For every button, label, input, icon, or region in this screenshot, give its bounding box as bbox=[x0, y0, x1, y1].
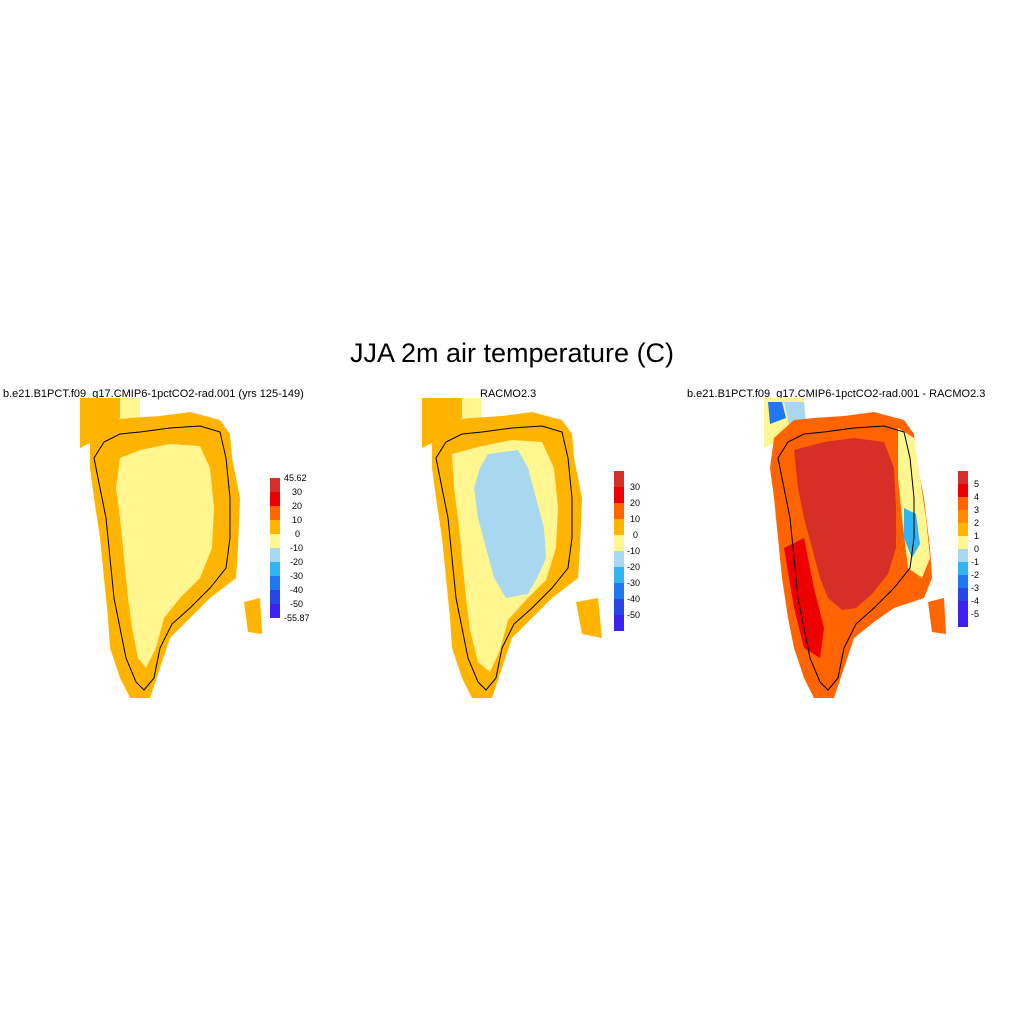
panel-2-cbar-box-9 bbox=[614, 599, 624, 615]
panel-1-cbar-label: 45.62 bbox=[284, 473, 307, 483]
panel-2-nw-coast-cells bbox=[422, 398, 462, 448]
panel-2-iceland-cells bbox=[576, 598, 602, 638]
panel-1-cbar-box-1 bbox=[270, 478, 280, 492]
panel-1-cbar-label: 20 bbox=[292, 501, 303, 511]
panel-2-cbar-label: 20 bbox=[630, 498, 641, 508]
panel-2-cbar-label: 0 bbox=[633, 530, 639, 540]
panel-3-cbar-box-2 bbox=[958, 484, 968, 497]
panel-1-cbar-box-6 bbox=[270, 548, 280, 562]
panel-1-cbar-box-10 bbox=[270, 604, 280, 618]
panel-1-cbar-label: -55.87 bbox=[284, 613, 310, 623]
panel-3-cbar-label: 4 bbox=[974, 492, 980, 502]
panel-2-cbar-label: -50 bbox=[627, 610, 641, 620]
panel-2-cbar-box-1 bbox=[614, 471, 624, 487]
panel-2-cbar-box-2 bbox=[614, 487, 624, 503]
panel-3-cbar-box-1 bbox=[958, 471, 968, 484]
panel-3-coastline bbox=[777, 425, 915, 691]
panel-2-cbar-box-10 bbox=[614, 615, 624, 631]
panel-1-cbar-box-4 bbox=[270, 520, 280, 534]
panel-3-cbar-label: -3 bbox=[971, 583, 980, 593]
panel-1-cbar-label: -30 bbox=[290, 571, 304, 581]
panel-2-cbar-box-4 bbox=[614, 519, 624, 535]
panel-1-title: b.e21.B1PCT.f09_g17.CMIP6-1pctCO2-rad.00… bbox=[3, 388, 304, 400]
panel-3-cbar-box-7 bbox=[958, 549, 968, 562]
panel-2-cbar-box-7 bbox=[614, 567, 624, 583]
panel-3-cbar-box-3 bbox=[958, 497, 968, 510]
panel-3-cbar-label: 5 bbox=[974, 479, 980, 489]
panel-1-cbar-label: -50 bbox=[290, 599, 304, 609]
panel-2-cbar-label: -10 bbox=[627, 546, 641, 556]
panel-3-cbar-label: -2 bbox=[971, 570, 980, 580]
panel-1-cbar-box-5 bbox=[270, 534, 280, 548]
panel-1-interior bbox=[116, 444, 214, 668]
panel-1-cbar-box-3 bbox=[270, 506, 280, 520]
panel-1-cbar-box-8 bbox=[270, 576, 280, 590]
panel-3-cbar-box-4 bbox=[958, 510, 968, 523]
panel-1-nw-coast-cells bbox=[80, 398, 120, 448]
panel-2-cold-interior bbox=[474, 450, 546, 598]
panel-1-cbar-label: -40 bbox=[290, 585, 304, 595]
panel-1-map bbox=[80, 398, 262, 698]
panel-2-cbar-label: 30 bbox=[630, 482, 641, 492]
panel-3-cbar-box-6 bbox=[958, 536, 968, 549]
panel-1-cbar-label: -20 bbox=[290, 557, 304, 567]
panel-2-cbar-box-6 bbox=[614, 551, 624, 567]
panel-3-cbar-label: 2 bbox=[974, 518, 980, 528]
panel-3-cbar-label: 1 bbox=[974, 531, 980, 541]
panel-2-title: RACMO2.3 bbox=[480, 388, 537, 400]
panel-2-cbar-box-5 bbox=[614, 535, 624, 551]
panel-3-cbar-label: -5 bbox=[971, 609, 980, 619]
panel-3-nw-cold-cells bbox=[768, 402, 786, 424]
panel-3-sw-hot bbox=[784, 538, 824, 658]
panel-1-cbar-box-7 bbox=[270, 562, 280, 576]
panel-1-cbar-label: 0 bbox=[295, 529, 301, 539]
panel-2-cbar-label: -40 bbox=[627, 594, 641, 604]
panel-3-cbar-label: -4 bbox=[971, 596, 980, 606]
panel-1-cbar-label: 30 bbox=[292, 487, 303, 497]
panel-1-coastline bbox=[93, 425, 231, 691]
panel-3-cbar-label: -1 bbox=[971, 557, 980, 567]
panel-3-interior bbox=[794, 438, 896, 610]
panel-2-map bbox=[422, 398, 602, 698]
panel-2-cbar-label: -30 bbox=[627, 578, 641, 588]
panel-3-cbar-label: 3 bbox=[974, 505, 980, 515]
panel-3-cbar-label: 0 bbox=[974, 544, 980, 554]
panel-3-cbar-box-5 bbox=[958, 523, 968, 536]
panel-1-cbar-box-2 bbox=[270, 492, 280, 506]
panel-3-cbar-box-10 bbox=[958, 588, 968, 601]
panel-3-map bbox=[764, 398, 946, 698]
panel-1-iceland-cells bbox=[244, 598, 262, 634]
panel-2-cbar-label: -20 bbox=[627, 562, 641, 572]
panel-3-cbar-box-9 bbox=[958, 575, 968, 588]
panel-1-cbar-label: 10 bbox=[292, 515, 303, 525]
panel-1-cbar-label: -10 bbox=[290, 543, 304, 553]
panel-2-coastline bbox=[435, 425, 573, 691]
panel-3-title: b.e21.B1PCT.f09_g17.CMIP6-1pctCO2-rad.00… bbox=[687, 388, 986, 400]
panel-1-cbar-box-9 bbox=[270, 590, 280, 604]
figure-title: JJA 2m air temperature (C) bbox=[349, 338, 675, 368]
panel-3-cbar-box-8 bbox=[958, 562, 968, 575]
panel-3-cbar-box-11 bbox=[958, 601, 968, 614]
panel-3-east-coast-cold bbox=[904, 508, 920, 558]
panel-3-iceland-cells bbox=[928, 598, 946, 634]
panel-3-cbar-box-12 bbox=[958, 614, 968, 627]
panel-2-cbar-box-3 bbox=[614, 503, 624, 519]
panel-2-cbar-box-8 bbox=[614, 583, 624, 599]
panel-2-cbar-label: 10 bbox=[630, 514, 641, 524]
